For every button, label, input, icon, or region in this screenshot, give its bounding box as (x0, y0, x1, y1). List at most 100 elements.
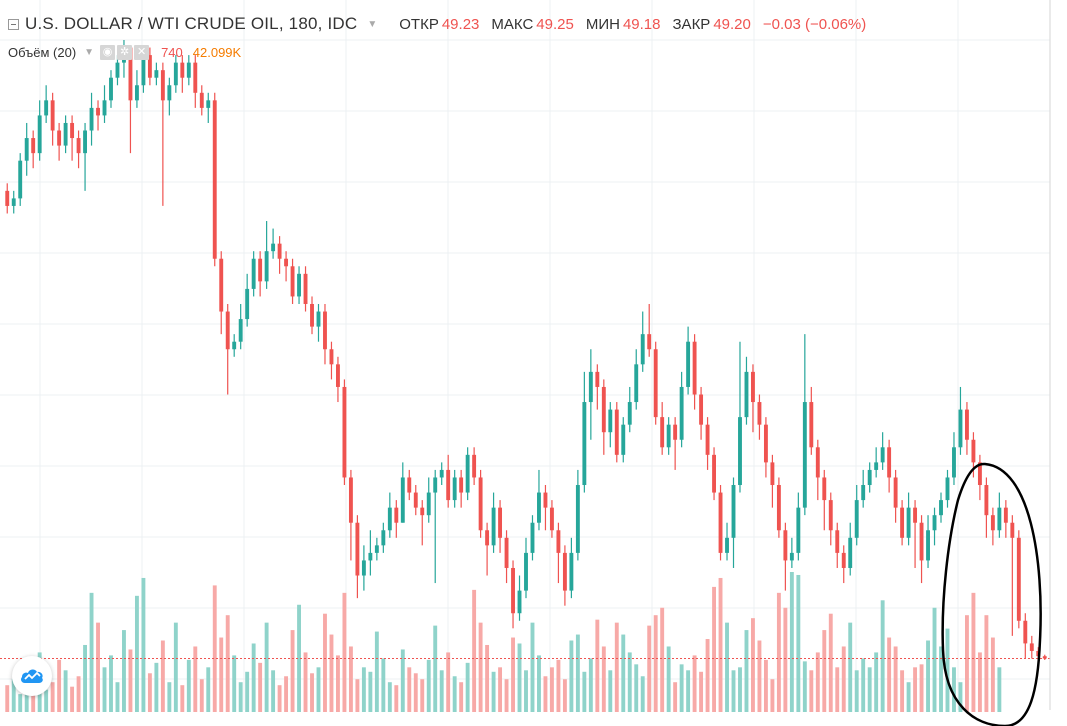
chevron-down-icon[interactable]: ▼ (367, 18, 378, 30)
gear-icon[interactable]: ✲ (117, 45, 133, 60)
volume-bar (647, 625, 652, 712)
volume-bar (887, 637, 892, 712)
candle-body (537, 492, 541, 523)
candle-body (57, 130, 62, 146)
volume-bar (381, 658, 386, 712)
candle-body (952, 447, 956, 478)
volume-bar (614, 622, 619, 712)
volume-bar (70, 686, 75, 712)
candle-body (783, 530, 788, 561)
volume-bar (439, 670, 444, 712)
candle-body (660, 417, 665, 448)
volume-bar (686, 670, 691, 712)
candle-body (828, 500, 833, 531)
volume-bar (679, 664, 684, 712)
high-label: МАКС (491, 15, 534, 33)
high-value: 49.25 (536, 15, 574, 33)
eye-icon[interactable]: ◉ (100, 45, 116, 60)
volume-bar (96, 622, 100, 712)
candle-body (154, 70, 159, 78)
candle-body (880, 447, 885, 463)
volume-bar (621, 634, 626, 712)
candle-body (420, 507, 425, 516)
candle-body (96, 107, 100, 116)
candle-body (627, 402, 632, 425)
volume-bar (763, 659, 768, 712)
candle-body (776, 485, 781, 531)
candle-body (238, 319, 243, 342)
candle-body (5, 190, 10, 206)
volume-bar (297, 604, 301, 712)
candle-body (212, 100, 217, 259)
volume-bar (193, 646, 198, 712)
candle-body (387, 507, 392, 531)
candle-body (530, 522, 535, 553)
volume-bar (251, 643, 256, 712)
volume-bar (738, 667, 742, 712)
volume-bar (83, 644, 88, 712)
candle-body (815, 447, 820, 478)
candle-body (336, 364, 340, 387)
volume-bar (880, 600, 885, 712)
candle-body (63, 122, 68, 146)
candle-body (193, 62, 198, 93)
volume-bar (705, 639, 710, 712)
tradingview-cloud-icon[interactable] (12, 656, 52, 696)
candle-body (796, 507, 801, 553)
candle-body (24, 138, 29, 161)
volume-bar (854, 670, 859, 712)
candle-body (277, 243, 282, 259)
candle-body (1023, 620, 1028, 644)
candle-body (446, 469, 451, 501)
chevron-down-icon[interactable]: ▼ (84, 47, 95, 58)
volume-bar (524, 670, 528, 712)
volume-bar (945, 628, 950, 712)
volume-indicator-name[interactable]: Объём (20) (8, 45, 77, 60)
volume-bar (180, 685, 185, 712)
close-value: 49.20 (713, 15, 751, 33)
candle-body (167, 85, 172, 101)
volume-bar (841, 646, 846, 712)
candle-body (686, 341, 691, 387)
volume-bar (258, 662, 263, 712)
volume-bar (744, 630, 749, 712)
close-label: ЗАКР (672, 15, 711, 33)
volume-bar (913, 667, 918, 712)
volume-bar (504, 679, 509, 712)
candle-body (199, 92, 204, 108)
volume-bar (718, 577, 723, 712)
candle-body (666, 424, 671, 448)
candle-body (861, 485, 866, 501)
candle-body (329, 349, 334, 365)
volume-bar (44, 689, 49, 712)
symbol-title[interactable]: U.S. DOLLAR / WTI CRUDE OIL, 180, IDC (25, 14, 358, 33)
volume-bar (549, 667, 554, 712)
volume-bar (582, 671, 587, 712)
collapse-toggle-icon[interactable] (8, 18, 19, 30)
candle-body (692, 341, 697, 395)
volume-bar (692, 655, 697, 712)
candle-body (575, 485, 580, 553)
volume-bar (867, 667, 872, 712)
candle-body (569, 552, 574, 591)
volume-bar (498, 667, 503, 712)
candle-body (109, 77, 113, 101)
close-icon[interactable]: ✕ (134, 45, 150, 60)
candle-body (1016, 537, 1021, 621)
volume-bar (660, 607, 665, 712)
candle-body (472, 454, 477, 478)
volume-bar (147, 673, 152, 712)
volume-bar (627, 652, 632, 712)
candle-body (673, 424, 678, 440)
candle-body (310, 303, 314, 327)
candle-body (180, 62, 185, 78)
candle-body (621, 424, 626, 455)
volume-bar (271, 670, 276, 712)
candle-body (258, 258, 263, 282)
candle-body (841, 552, 846, 568)
volume-bar (57, 659, 62, 712)
volume-bar (368, 671, 373, 712)
change-value: −0.03 (−0.06%) (762, 15, 867, 33)
candle-body (485, 530, 490, 546)
